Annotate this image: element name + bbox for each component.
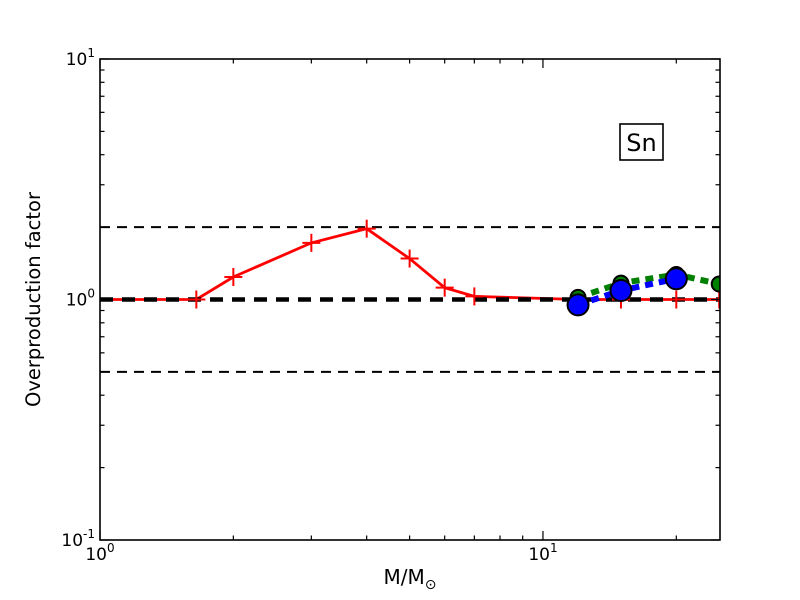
y-axis-label: Overproduction factor <box>22 191 45 407</box>
y-tick-label-0-exponent: 0 <box>87 287 95 301</box>
x-tick-label-0-exponent: 0 <box>107 541 115 555</box>
clipped-plot-content <box>100 219 720 373</box>
circle-marker <box>609 278 633 302</box>
plot-area <box>100 219 720 373</box>
y-tick-label-1-exponent: 1 <box>87 46 95 60</box>
x-tick-label-0-base: 10 <box>85 545 107 565</box>
blue-dashed-circle-markers <box>566 267 688 317</box>
x-tick-label-1-exponent: 1 <box>550 541 558 555</box>
y-tick-label--1: 10-1 <box>61 527 95 551</box>
y-tick-label-0: 100 <box>66 287 95 311</box>
x-axis-label-subscript: ⊙ <box>425 577 437 593</box>
y-tick-label--1-base: 10 <box>61 531 83 551</box>
x-tick-label-1: 101 <box>528 541 557 565</box>
y-tick-label--1-exponent: -1 <box>83 527 95 541</box>
y-tick-label-0-base: 10 <box>66 291 88 311</box>
annotation-frame <box>619 123 664 161</box>
x-tick-label-1-base: 10 <box>528 545 550 565</box>
y-tick-label-1: 101 <box>66 46 95 70</box>
annotation-box: Sn <box>619 123 664 161</box>
green-dashed-circle-line <box>577 271 720 301</box>
x-axis-label: M/M⊙ <box>384 565 437 593</box>
axis-ticks <box>99 58 720 541</box>
annotation-label: Sn <box>626 129 656 157</box>
x-tick-label-0: 100 <box>85 541 114 565</box>
circle-marker <box>566 293 590 317</box>
circle-marker <box>664 267 688 291</box>
x-axis-label-main: M/M <box>384 565 425 589</box>
y-tick-label-1-base: 10 <box>66 50 88 70</box>
